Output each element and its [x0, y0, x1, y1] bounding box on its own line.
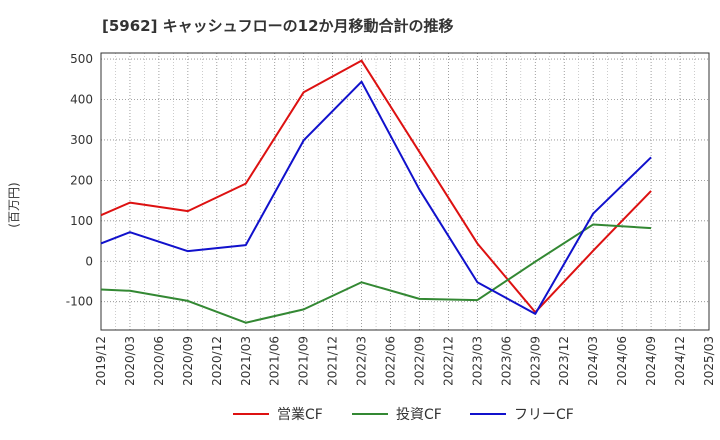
x-tick-label: 2022/06 [384, 336, 398, 386]
x-tick-label: 2022/09 [412, 336, 426, 386]
x-tick-label: 2023/06 [499, 336, 513, 386]
x-tick-label: 2024/06 [615, 336, 629, 386]
x-tick-label: 2024/12 [673, 336, 687, 386]
x-tick-label: 2019/12 [94, 336, 108, 386]
x-tick-labels: 2019/12 2020/03 2020/06 2020/09 2020/12 2021/… [94, 336, 716, 386]
x-tick-label: 2020/09 [181, 336, 195, 386]
x-tick-label: 2020/03 [123, 336, 137, 386]
x-tick-label: 2024/09 [644, 336, 658, 386]
x-tick-label: 2023/12 [557, 336, 571, 386]
x-tick-label: 2020/06 [152, 336, 166, 386]
y-tick-label: 0 [85, 254, 93, 268]
chart-title: [5962] キャッシュフローの12か月移動合計の推移 [102, 17, 454, 35]
x-tick-label: 2021/06 [268, 336, 282, 386]
y-tick-label: 300 [70, 133, 93, 147]
series-line-1 [100, 223, 652, 324]
x-tick-label: 2022/03 [355, 336, 369, 386]
x-tick-label: 2021/09 [297, 336, 311, 386]
series-line-2 [100, 80, 652, 315]
x-tick-label: 2021/03 [239, 336, 253, 386]
x-tick-label: 2022/12 [441, 336, 455, 386]
series-line-0 [100, 59, 652, 314]
y-tick-label: 400 [70, 93, 93, 107]
plot-frame [100, 52, 710, 331]
legend-label: 投資CF [396, 407, 442, 423]
x-tick-label: 2023/09 [528, 336, 542, 386]
x-tick-label: 2020/12 [210, 336, 224, 386]
legend-label: フリーCF [514, 407, 574, 423]
y-tick-label: -100 [66, 295, 93, 309]
series-lines [100, 59, 652, 324]
x-tick-label: 2021/12 [326, 336, 340, 386]
grid [100, 53, 710, 330]
y-axis-label: (百万円) [7, 182, 21, 227]
y-tick-labels: -100 0 100 200 300 400 500 [66, 52, 93, 309]
x-tick-label: 2024/03 [586, 336, 600, 386]
x-tick-label: 2025/03 [702, 336, 716, 386]
y-tick-label: 100 [70, 214, 93, 228]
y-tick-label: 200 [70, 173, 93, 187]
legend-label: 営業CF [277, 407, 323, 423]
y-tick-label: 500 [70, 52, 93, 66]
x-tick-label: 2023/03 [470, 336, 484, 386]
legend: 営業CF 投資CF フリーCF [233, 407, 574, 423]
